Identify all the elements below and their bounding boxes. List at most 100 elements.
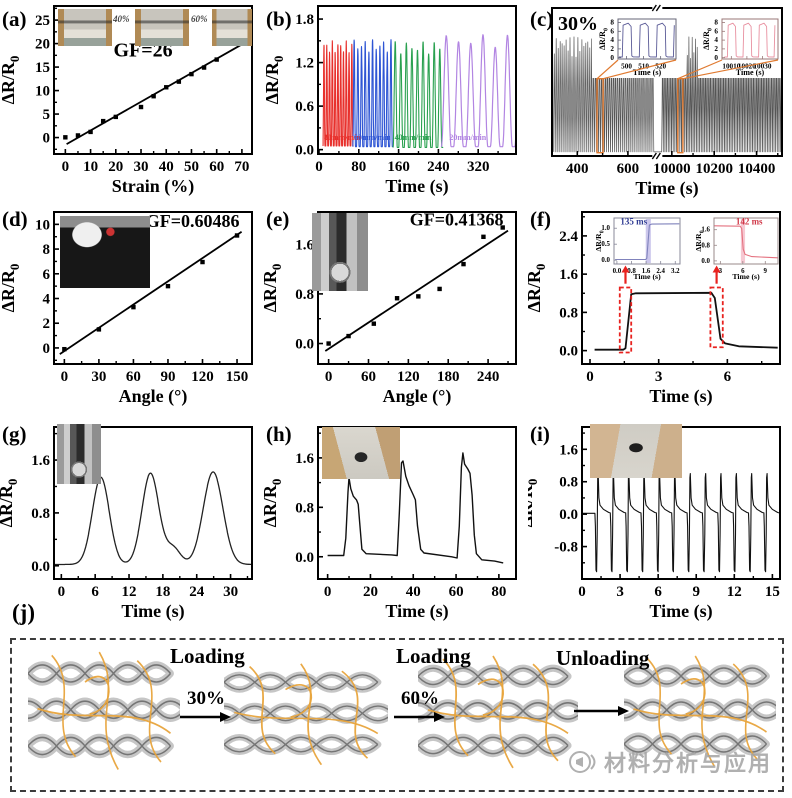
x-tick-label: 600 xyxy=(617,161,640,177)
x-tick-label: 15 xyxy=(765,584,780,600)
series-group xyxy=(59,231,243,355)
series-path xyxy=(618,22,675,58)
y-axis-label: ΔR/R0 xyxy=(264,56,286,105)
inset-photo xyxy=(312,213,368,291)
x-tick-label: 10 xyxy=(83,159,98,175)
panel-letter: (c) xyxy=(530,7,553,31)
x-axis-label: Time (s) xyxy=(121,601,184,622)
chart-h-svg: 0 20 40 60 80 0.0 0.8 1.6 Time (s) ΔR/R0 (h) xyxy=(260,422,517,622)
x-tick-label: 10000 xyxy=(653,161,691,177)
y-tick-label: 8 xyxy=(610,19,614,27)
data-point xyxy=(416,294,421,299)
x-tick-label: 10400 xyxy=(738,161,776,177)
data-point xyxy=(96,327,102,332)
callout-line xyxy=(677,59,723,80)
data-point xyxy=(201,65,207,70)
series-path xyxy=(594,291,778,351)
x-tick-label: 60 xyxy=(361,369,376,385)
y-tick-label: 0 xyxy=(43,131,51,147)
zoom-callout-rect xyxy=(677,78,684,154)
data-point xyxy=(75,133,81,138)
annotation: 60mm/min xyxy=(354,133,391,142)
series-group xyxy=(54,471,252,566)
y-tick-label: 6 xyxy=(43,267,51,283)
dashed-callout-rect xyxy=(709,286,724,349)
data-point xyxy=(461,261,466,267)
x-tick-label: 240 xyxy=(427,159,450,175)
x-tick-label: 120 xyxy=(191,369,214,385)
y-tick-label: 1.6 xyxy=(559,442,578,458)
y-axis-label: ΔR/R0 xyxy=(528,264,548,313)
panel-i: 0 3 6 9 12 15 -0.8 0.0 0.8 1.6 Time (s) ΔR/R0 (i) xyxy=(516,415,792,630)
series-group xyxy=(615,223,680,261)
data-point xyxy=(214,57,219,62)
x-tick-label: 3 xyxy=(655,369,663,385)
y-axis-label: ΔR/R0 xyxy=(598,28,610,50)
y-axis-label: ΔR/R0 xyxy=(594,230,606,251)
inset-photo xyxy=(135,9,189,46)
y-tick-label: 0.0 xyxy=(295,550,314,566)
data-point xyxy=(346,333,351,339)
y-axis-label: ΔR/R0 xyxy=(0,479,20,528)
data-point xyxy=(62,346,67,352)
panel-letter: (f) xyxy=(530,207,551,231)
panel-letter: (i) xyxy=(530,422,550,446)
y-tick-label: 1.6 xyxy=(701,227,710,234)
y-tick-label: 10 xyxy=(35,84,50,100)
x-tick-label: 30 xyxy=(223,584,238,600)
x-tick-label: 180 xyxy=(437,369,460,385)
x-tick-label: 50 xyxy=(184,159,199,175)
inset-photo xyxy=(322,427,400,479)
loading-label-1: Loading xyxy=(170,644,245,668)
y-tick-label: 0.0 xyxy=(559,344,578,360)
y-tick-label: 25 xyxy=(35,13,50,29)
y-tick-label: 4 xyxy=(43,292,51,308)
x-tick-label: 90 xyxy=(160,369,175,385)
series-path xyxy=(324,229,509,352)
inset-photo xyxy=(57,424,101,484)
x-tick-label: 60 xyxy=(449,584,464,600)
axes: 0 30 60 90 120 150 0 2 4 6 8 10 Angle (°) ΔR/R0 xyxy=(0,211,253,407)
inset-photo xyxy=(212,9,252,46)
series-path xyxy=(714,225,778,259)
x-tick-label: 0.0 xyxy=(613,268,622,275)
x-tick-label: 150 xyxy=(226,369,249,385)
inset-photo-label: 60% xyxy=(191,14,208,24)
panel-letter: (b) xyxy=(266,7,292,31)
loading-label-2: Loading xyxy=(396,644,471,668)
data-point xyxy=(138,104,144,110)
data-point xyxy=(371,321,377,326)
data-point xyxy=(394,296,400,301)
panel-letter: (a) xyxy=(2,7,27,31)
series-path xyxy=(582,473,780,573)
x-tick-label: 10200 xyxy=(695,161,733,177)
x-tick-label: 40 xyxy=(159,159,174,175)
step-loading-30: Loading xyxy=(170,644,245,669)
y-tick-label: 0.0 xyxy=(701,258,710,265)
annotation: 30% xyxy=(558,13,598,35)
y-tick-label: 0.5 xyxy=(601,241,610,248)
x-axis-label: Strain (%) xyxy=(112,176,195,197)
panel-d: 0 30 60 90 120 150 0 2 4 6 8 10 Angle (°) ΔR/R0 GF=0.6… xyxy=(0,200,264,415)
panel-letter: (e) xyxy=(266,207,289,231)
data-point xyxy=(100,118,106,124)
x-axis-label: Time (s) xyxy=(633,68,662,77)
x-tick-label: 12 xyxy=(727,584,742,600)
x-tick-label: 3 xyxy=(719,268,723,275)
x-tick-label: 2.4 xyxy=(656,268,665,275)
y-tick-label: 0.8 xyxy=(701,242,710,249)
data-point xyxy=(131,304,136,310)
data-point xyxy=(326,341,331,346)
watermark-text: 材料分析与应用 xyxy=(604,751,773,776)
annotation: 80mm/min xyxy=(324,133,361,142)
panel-f: 0.0 0.8 1.6 2.4 3.2 0.0 0.5 1.0 Time (s) ΔR/R0 135… xyxy=(524,200,792,415)
x-tick-label: 10030 xyxy=(753,62,771,70)
x-axis-label: Time (s) xyxy=(732,272,760,281)
y-tick-label: 2 xyxy=(610,45,614,53)
x-tick-label: 0 xyxy=(315,159,323,175)
watermark: 材料分析与应用 xyxy=(568,746,772,778)
y-tick-label: 2.4 xyxy=(559,229,578,245)
dashed-callout-rect xyxy=(618,286,633,354)
